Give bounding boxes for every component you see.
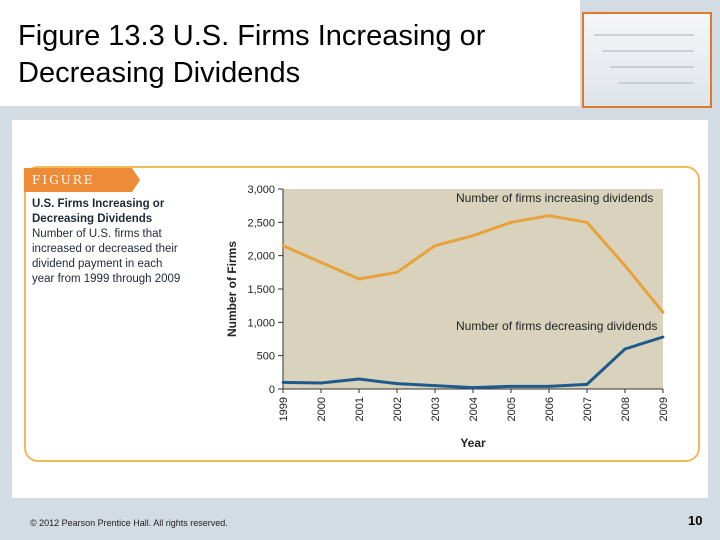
x-tick-label: 2005 [506, 397, 518, 421]
x-tick-label: 1999 [278, 397, 290, 421]
data-point [433, 384, 437, 388]
caption-title: U.S. Firms Increasing or Decreasing Divi… [32, 198, 165, 225]
x-tick-label: 2006 [544, 397, 556, 421]
caption-text: Number of U.S. firms that increased or d… [32, 228, 181, 285]
data-point [319, 381, 323, 385]
page-number: 10 [688, 513, 703, 528]
data-point [395, 270, 399, 274]
data-point [471, 234, 475, 238]
y-tick-label: 2,500 [247, 217, 275, 229]
series-label-increasing: Number of firms increasing dividends [456, 191, 653, 205]
x-tick-label: 2004 [468, 397, 480, 421]
title-bar [0, 0, 580, 106]
data-point [547, 214, 551, 218]
data-point [319, 260, 323, 264]
x-tick-label: 2002 [392, 397, 404, 421]
y-tick-label: 500 [257, 351, 275, 363]
data-point [585, 220, 589, 224]
series-label-decreasing: Number of firms decreasing dividends [456, 319, 657, 333]
data-point [547, 384, 551, 388]
data-point [509, 384, 513, 388]
x-tick-label: 2003 [430, 397, 442, 421]
data-point [623, 264, 627, 268]
copyright-footer: © 2012 Pearson Prentice Hall. All rights… [30, 518, 228, 528]
data-point [509, 220, 513, 224]
data-point [661, 335, 665, 339]
y-tick-label: 1,500 [247, 284, 275, 296]
data-point [357, 277, 361, 281]
x-tick-label: 2001 [354, 397, 366, 421]
y-tick-label: 3,000 [247, 184, 275, 196]
data-point [395, 382, 399, 386]
y-tick-label: 1,000 [247, 317, 275, 329]
figure-tag: FIGURE 13.3 [24, 168, 132, 211]
data-point [585, 382, 589, 386]
y-tick-label: 2,000 [247, 251, 275, 263]
figure-tag-arrow [132, 168, 140, 192]
x-tick-label: 2009 [658, 397, 670, 421]
data-point [661, 310, 665, 314]
data-point [281, 380, 285, 384]
data-point [357, 377, 361, 381]
slide-title: Figure 13.3 U.S. Firms Increasing or Dec… [18, 20, 486, 89]
x-tick-label: 2007 [582, 397, 594, 421]
data-point [471, 386, 475, 390]
data-point [433, 244, 437, 248]
data-point [623, 347, 627, 351]
y-axis-label: Number of Firms [225, 241, 239, 337]
figure-caption: U.S. Firms Increasing or Decreasing Divi… [32, 197, 182, 287]
x-axis-label: Year [460, 436, 486, 450]
data-point [281, 244, 285, 248]
x-tick-label: 2008 [620, 397, 632, 421]
y-tick-label: 0 [269, 384, 275, 396]
header-photo [582, 12, 712, 108]
plot-area [283, 189, 663, 389]
x-tick-label: 2000 [316, 397, 328, 421]
